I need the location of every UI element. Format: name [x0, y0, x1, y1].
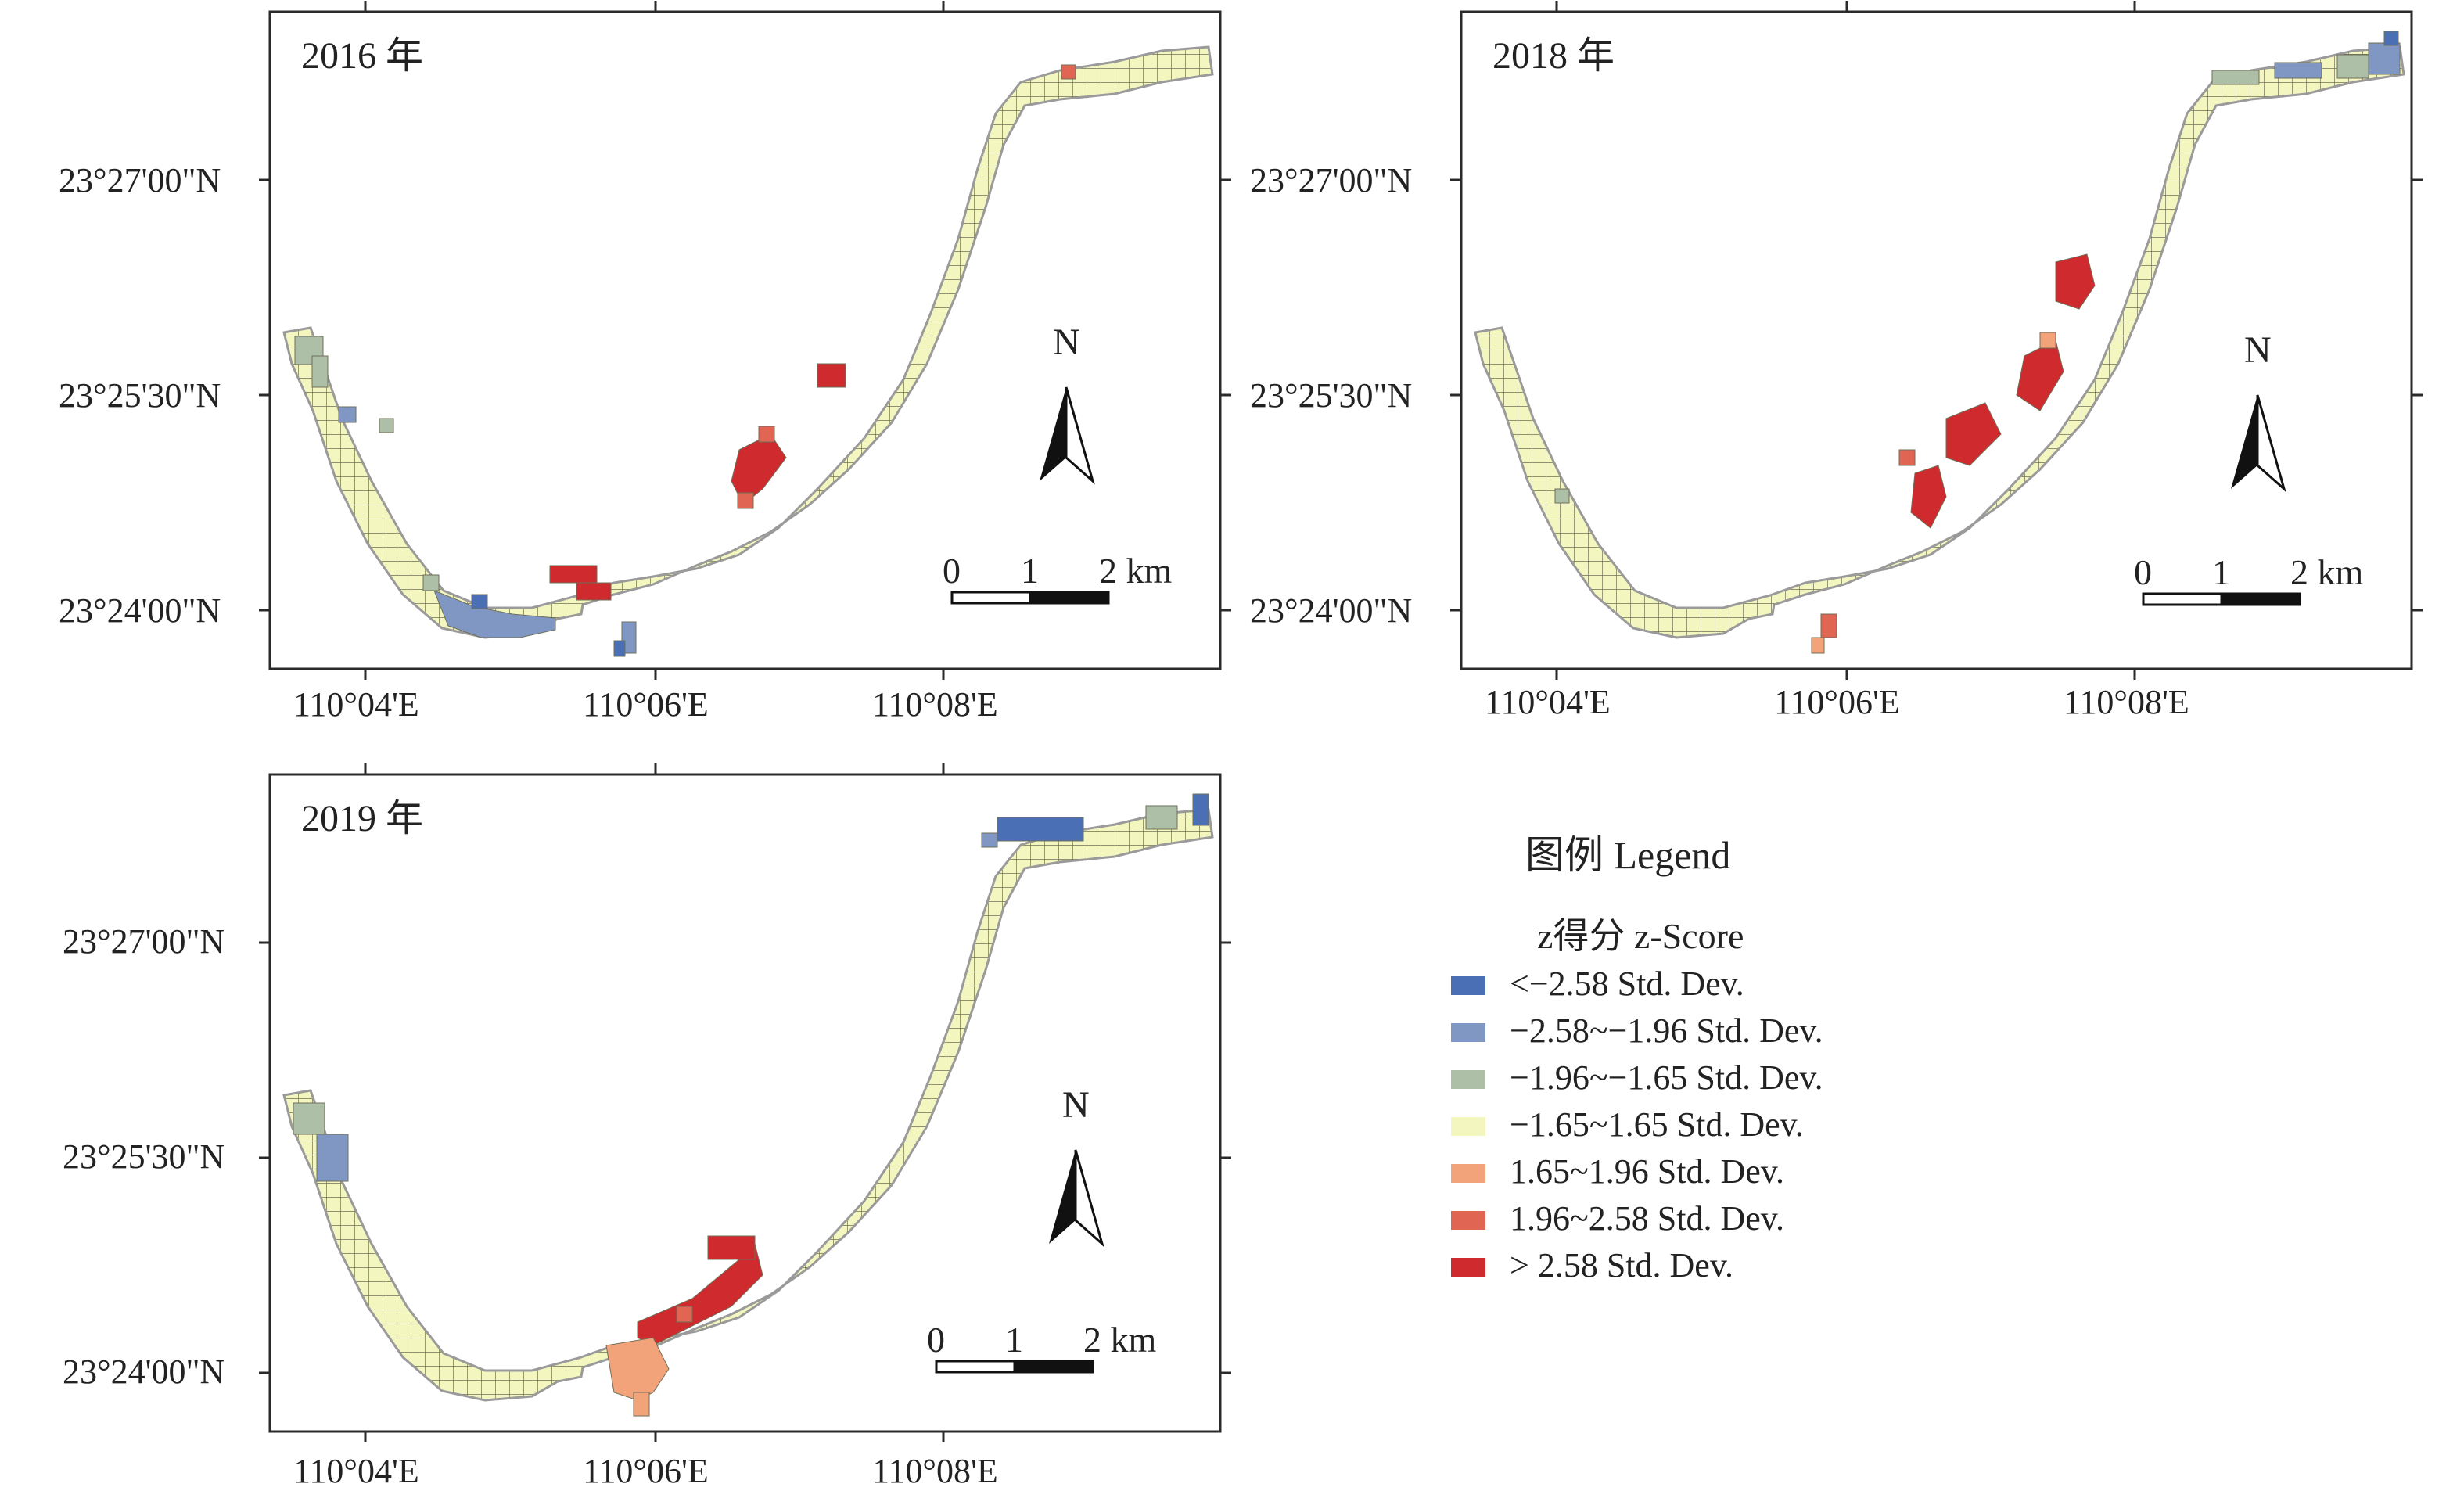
- hotspot-cells: [294, 64, 1076, 657]
- map-frame: [268, 10, 1222, 670]
- lat-label: 23°24'00"N: [59, 591, 221, 630]
- scale-label-0: 0: [2134, 552, 2152, 592]
- north-arrow-icon: [1049, 1150, 1076, 1244]
- lon-label: 110°06'E: [583, 685, 709, 724]
- year-label: 2019 年: [301, 798, 423, 839]
- lat-label: 23°25'30"N: [63, 1137, 224, 1176]
- north-arrow-icon: [1040, 387, 1066, 481]
- lat-label: 23°24'00"N: [1250, 591, 1412, 630]
- lon-labels-2018: 110°04'E 110°06'E 110°08'E: [1485, 683, 2189, 721]
- legend-item-label: −1.65~1.65 Std. Dev.: [1510, 1105, 1804, 1144]
- lat-labels-2018: 23°27'00"N 23°25'30"N 23°24'00"N: [1250, 161, 1412, 630]
- legend-swatch: [1451, 1117, 1485, 1136]
- lon-label: 110°06'E: [1774, 683, 1900, 721]
- river-channel: [282, 808, 1214, 1402]
- north-arrow: N: [1040, 322, 1095, 485]
- hotspot-cells: [1554, 31, 2401, 654]
- lon-label: 110°04'E: [293, 685, 419, 724]
- year-label: 2016 年: [301, 35, 423, 77]
- lat-label: 23°27'00"N: [1250, 161, 1412, 199]
- map-frame: [1460, 10, 2413, 670]
- legend-subtitle: z得分 z-Score: [1537, 916, 1744, 956]
- scale-label-2: 2 km: [2290, 552, 2364, 592]
- scale-bar: 0 1 2 km: [927, 1320, 1157, 1374]
- legend-item-label: 1.96~2.58 Std. Dev.: [1510, 1199, 1784, 1238]
- lon-label: 110°04'E: [1485, 683, 1611, 721]
- river-channel: [1474, 45, 2405, 639]
- lat-label: 23°27'00"N: [59, 161, 221, 199]
- frame-ticks: [259, 1, 1231, 680]
- map-frame: [268, 773, 1222, 1433]
- legend-swatch: [1451, 1070, 1485, 1089]
- scale-label-0: 0: [943, 551, 961, 591]
- legend-swatch: [1451, 1164, 1485, 1183]
- legend-item-label: −1.96~−1.65 Std. Dev.: [1510, 1058, 1823, 1097]
- legend-swatch: [1451, 976, 1485, 995]
- legend-swatch: [1451, 1211, 1485, 1230]
- legend-item-label: 1.65~1.96 Std. Dev.: [1510, 1152, 1784, 1191]
- scale-label-2: 2 km: [1099, 551, 1173, 591]
- lat-label: 23°27'00"N: [63, 922, 224, 961]
- legend-swatch: [1451, 1258, 1485, 1277]
- scale-label-1: 1: [1021, 551, 1039, 591]
- scale-label-2: 2 km: [1083, 1320, 1157, 1360]
- legend: 图例 Legend z得分 z-Score <−2.58 Std. Dev. −2…: [1451, 833, 1823, 1284]
- lat-labels-2019: 23°27'00"N 23°25'30"N 23°24'00"N: [63, 922, 224, 1391]
- lat-labels-2016: 23°27'00"N 23°25'30"N 23°24'00"N: [59, 161, 221, 630]
- scale-label-1: 1: [2212, 552, 2230, 592]
- north-label: N: [1053, 322, 1080, 363]
- scale-bar: 0 1 2 km: [2134, 552, 2364, 606]
- legend-items: <−2.58 Std. Dev. −2.58~−1.96 Std. Dev. −1.…: [1451, 965, 1823, 1284]
- north-label: N: [1062, 1084, 1090, 1126]
- north-arrow: N: [1049, 1084, 1104, 1248]
- legend-swatch: [1451, 1023, 1485, 1042]
- map-panel-2018: 2018 年 N 0 1 2 km: [1450, 1, 2423, 680]
- lon-labels-2016: 110°04'E 110°06'E 110°08'E: [293, 685, 998, 724]
- scale-label-1: 1: [1005, 1320, 1023, 1360]
- legend-title: 图例 Legend: [1525, 833, 1730, 877]
- legend-item-label: > 2.58 Std. Dev.: [1510, 1246, 1733, 1284]
- north-label: N: [2244, 329, 2272, 371]
- lon-label: 110°08'E: [2064, 683, 2189, 721]
- north-arrow: N: [2231, 329, 2286, 493]
- lat-label: 23°24'00"N: [63, 1353, 224, 1391]
- map-panel-2016: 2016 年 N 0 1 2 km: [259, 1, 1231, 680]
- north-arrow-icon: [2231, 395, 2257, 489]
- scale-bar: 0 1 2 km: [943, 551, 1173, 605]
- lon-label: 110°06'E: [583, 1452, 709, 1490]
- lon-labels-2019: 110°04'E 110°06'E 110°08'E: [293, 1452, 998, 1490]
- lat-label: 23°25'30"N: [1250, 376, 1412, 415]
- map-panel-2019: 2019 年 N 0 1 2 km: [259, 763, 1231, 1442]
- year-label: 2018 年: [1492, 35, 1615, 77]
- legend-item-label: −2.58~−1.96 Std. Dev.: [1510, 1011, 1823, 1050]
- frame-ticks: [259, 763, 1231, 1442]
- frame-ticks: [1450, 1, 2423, 680]
- legend-item-label: <−2.58 Std. Dev.: [1510, 965, 1744, 1003]
- lat-label: 23°25'30"N: [59, 376, 221, 415]
- lon-label: 110°08'E: [872, 1452, 998, 1490]
- scale-label-0: 0: [927, 1320, 945, 1360]
- lon-label: 110°08'E: [872, 685, 998, 724]
- hotspot-cells: [293, 793, 1209, 1417]
- lon-label: 110°04'E: [293, 1452, 419, 1490]
